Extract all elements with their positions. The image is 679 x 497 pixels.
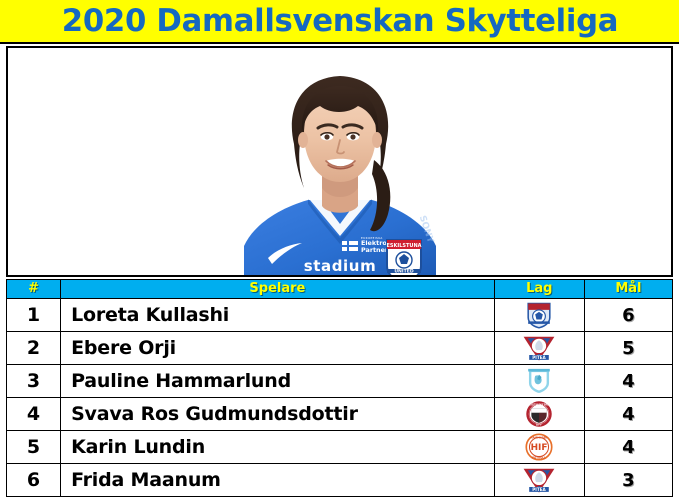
team-crest-cell: PITEA <box>493 463 585 497</box>
column-header-player: Spelare <box>60 279 495 299</box>
pitea-if-crest-icon: PITEA <box>523 468 555 493</box>
svg-text:EUROPEISKA: EUROPEISKA <box>361 236 383 240</box>
title-banner: 2020 Damallsvenskan Skytteliga <box>0 0 679 44</box>
hammarby-if-crest-icon: HIF HAMMARBY FOTBOLL <box>525 433 553 461</box>
goals-value: 3 <box>583 463 674 497</box>
fc-rosengard-crest-icon <box>527 368 551 395</box>
table-row: 2 Ebere Orji PITEA 5 <box>5 331 674 365</box>
player-name: Loreta Kullashi <box>60 298 495 332</box>
table-row: 5 Karin Lundin HIF HAMMARBY FOTBOLL 4 <box>5 430 674 464</box>
column-header-rank: # <box>5 279 62 299</box>
team-crest-cell <box>493 364 585 398</box>
eskilstuna-united-crest-icon <box>527 302 551 329</box>
rank-value: 3 <box>5 364 62 398</box>
column-header-team: Lag <box>493 279 585 299</box>
svg-text:KRISTIANSTADS: KRISTIANSTADS <box>527 403 552 407</box>
svg-text:FOTBOLL: FOTBOLL <box>533 455 547 459</box>
rank-value: 6 <box>5 463 62 497</box>
goals-value: 4 <box>583 364 674 398</box>
column-header-goals: Mål <box>583 279 674 299</box>
svg-text:stadium: stadium <box>303 257 376 275</box>
svg-text:Elektronik: Elektronik <box>361 239 398 247</box>
svg-text:ESKILSTUNA: ESKILSTUNA <box>386 243 421 249</box>
photo-stage: EUROPEISKA Elektronik Partner stadium ES… <box>8 48 671 275</box>
table-row: 3 Pauline Hammarlund 4 <box>5 364 674 398</box>
table-row: 1 Loreta Kullashi 6 <box>5 298 674 332</box>
table-header-row: # Spelare Lag Mål <box>5 279 674 299</box>
goals-value: 4 <box>583 430 674 464</box>
rank-value: 5 <box>5 430 62 464</box>
svg-text:PITEA: PITEA <box>532 487 546 492</box>
player-name: Pauline Hammarlund <box>60 364 495 398</box>
svg-text:HAMMARBY: HAMMARBY <box>531 436 549 440</box>
team-crest-cell <box>493 298 585 332</box>
player-name: Frida Maanum <box>60 463 495 497</box>
goals-value: 4 <box>583 397 674 431</box>
top-scorers-table: # Spelare Lag Mål 1 Loreta Kullashi <box>5 279 674 497</box>
svg-text:PITEA: PITEA <box>532 355 546 360</box>
table-row: 4 Svava Ros Gudmundsdottir KRISTIANSTADS <box>5 397 674 431</box>
photo-frame: EUROPEISKA Elektronik Partner stadium ES… <box>6 46 673 277</box>
player-name: Ebere Orji <box>60 331 495 365</box>
team-crest-cell: KRISTIANSTADS DFF <box>493 397 585 431</box>
kristianstads-dff-crest-icon: KRISTIANSTADS DFF <box>526 401 553 427</box>
svg-text:UNITED: UNITED <box>394 268 414 274</box>
svg-text:DFF: DFF <box>536 422 542 426</box>
player-name: Karin Lundin <box>60 430 495 464</box>
pitea-if-crest-icon: PITEA <box>523 336 555 361</box>
rank-value: 2 <box>5 331 62 365</box>
svg-text:Partner: Partner <box>361 246 389 254</box>
player-portrait: EUROPEISKA Elektronik Partner stadium ES… <box>241 48 438 275</box>
team-crest-cell: PITEA <box>493 331 585 365</box>
page-title: 2020 Damallsvenskan Skytteliga <box>61 2 618 39</box>
table-row: 6 Frida Maanum PITEA 3 <box>5 463 674 497</box>
rank-value: 1 <box>5 298 62 332</box>
svg-text:HIF: HIF <box>531 443 548 453</box>
goals-value: 6 <box>583 298 674 332</box>
player-name: Svava Ros Gudmundsdottir <box>60 397 495 431</box>
team-crest-cell: HIF HAMMARBY FOTBOLL <box>493 430 585 464</box>
rank-value: 4 <box>5 397 62 431</box>
goals-value: 5 <box>583 331 674 365</box>
